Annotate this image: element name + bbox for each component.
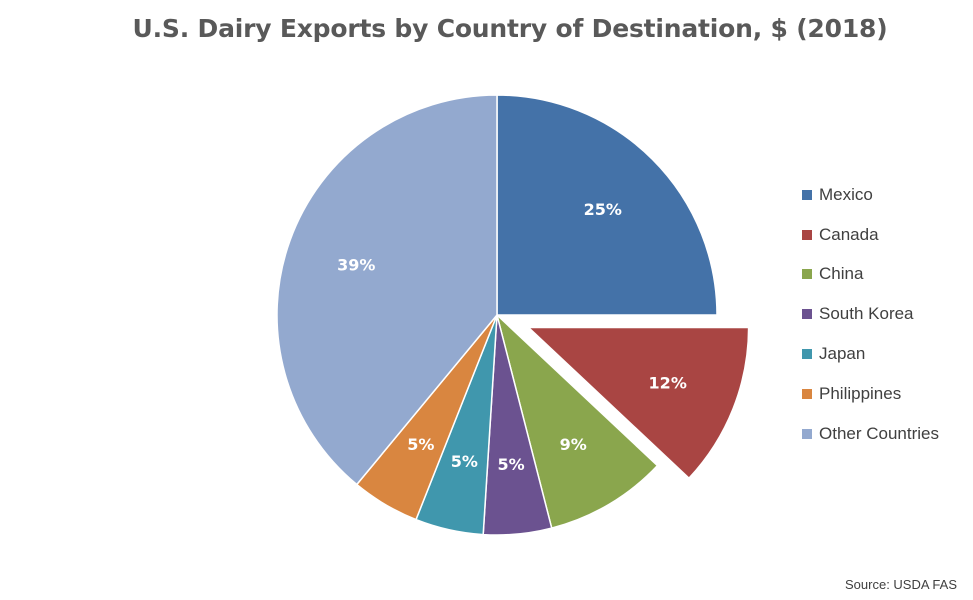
- legend-swatch: [802, 388, 812, 399]
- chart-title: U.S. Dairy Exports by Country of Destina…: [132, 14, 888, 43]
- legend: Mexico Canada China South Korea Japan Philipp…: [802, 175, 939, 454]
- pie-slice-mexico: [496, 94, 718, 316]
- pie-slice-canada: [526, 326, 750, 480]
- legend-label: China: [819, 264, 864, 284]
- data-label-japan: 5%: [451, 452, 478, 471]
- pie-slice-other-countries: [276, 94, 498, 486]
- legend-swatch: [802, 309, 812, 320]
- legend-swatch: [802, 428, 812, 439]
- legend-item-china: China: [802, 255, 939, 295]
- legend-swatch: [802, 189, 812, 200]
- pie-slice-china: [495, 312, 659, 530]
- legend-item-canada: Canada: [802, 215, 939, 255]
- legend-label: Canada: [819, 224, 879, 244]
- legend-item-mexico: Mexico: [802, 175, 939, 215]
- legend-label: Other Countries: [819, 423, 939, 443]
- source-note: Source: USDA FAS: [845, 577, 957, 592]
- legend-swatch: [802, 269, 812, 280]
- legend-label: Mexico: [819, 184, 873, 204]
- legend-item-philippines: Philippines: [802, 374, 939, 414]
- legend-item-south-korea: South Korea: [802, 294, 939, 334]
- data-label-canada: 12%: [649, 374, 687, 393]
- data-label-philippines: 5%: [407, 435, 434, 454]
- data-label-china: 9%: [560, 435, 587, 454]
- legend-swatch: [802, 229, 812, 240]
- legend-item-japan: Japan: [802, 334, 939, 374]
- legend-label: Japan: [819, 344, 866, 364]
- legend-item-other-countries: Other Countries: [802, 414, 939, 454]
- legend-swatch: [802, 349, 812, 360]
- data-label-other-countries: 39%: [337, 255, 375, 274]
- data-label-south-korea: 5%: [497, 455, 524, 474]
- data-label-mexico: 25%: [584, 200, 622, 219]
- legend-label: South Korea: [819, 304, 914, 324]
- legend-label: Philippines: [819, 383, 902, 403]
